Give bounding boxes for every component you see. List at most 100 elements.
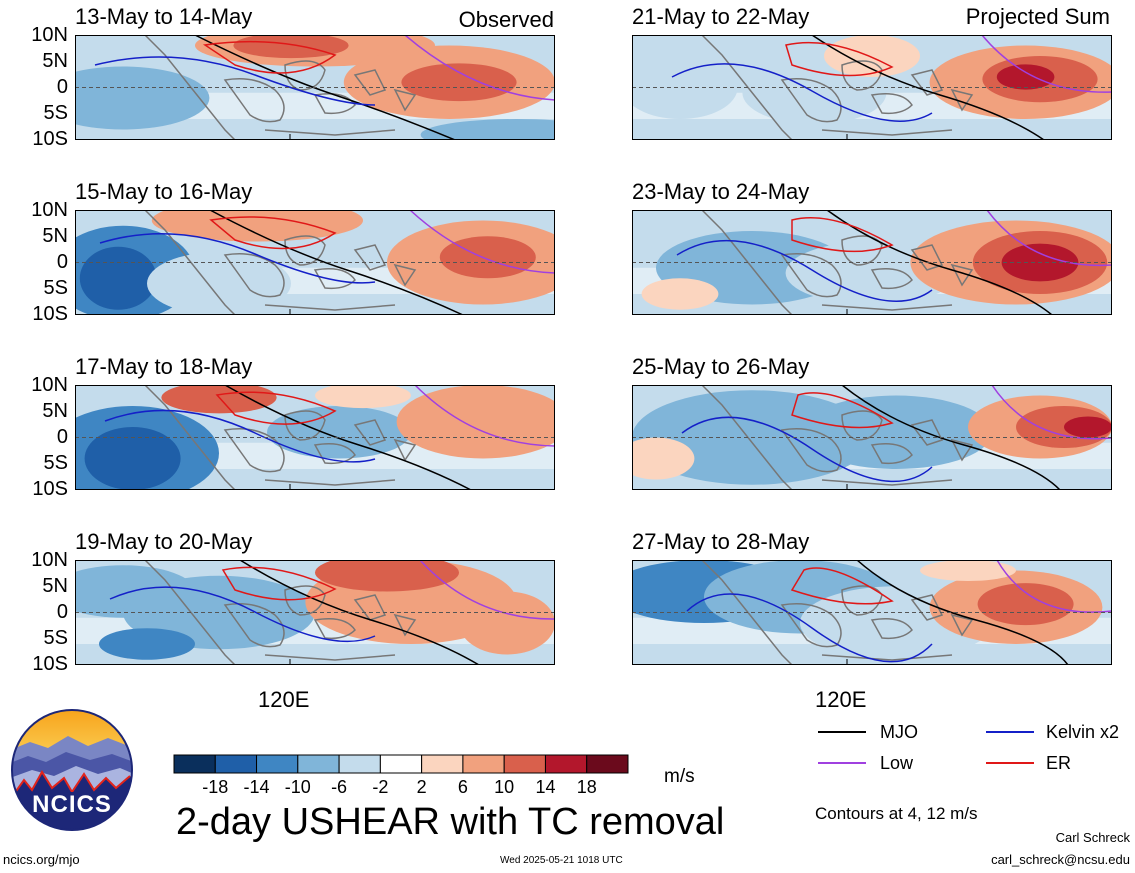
coastline: [821, 479, 953, 486]
x-tick-120e-right: 120E: [815, 687, 867, 712]
contour-line: [409, 209, 556, 274]
heatmap-panel-3: [46, 381, 570, 501]
shear-field-region: [824, 35, 920, 77]
contour-line: [194, 34, 456, 141]
y-tick-label: 5N: [42, 400, 68, 422]
contour-line: [215, 391, 337, 425]
colorbar-swatch: [379, 754, 423, 774]
y-tick-label: 0: [56, 251, 68, 273]
y-tick-label: 5S: [43, 102, 68, 124]
shear-field-region: [396, 385, 570, 459]
contour-line: [856, 559, 1069, 666]
legend: [816, 720, 1135, 785]
coastline: [223, 603, 285, 648]
contour-line: [404, 34, 556, 101]
panel-frame: [632, 35, 1112, 140]
colorbar-tick-label: 2: [416, 777, 427, 797]
coastline: [910, 69, 944, 96]
panel-title-2: 15-May to 16-May: [75, 179, 253, 204]
footer-email[interactable]: carl_schreck@ncsu.edu: [991, 852, 1130, 867]
coastline: [841, 585, 883, 616]
coastline: [870, 93, 913, 115]
contour-line: [811, 34, 1045, 141]
heatmap-svg: [36, 24, 613, 151]
panel-frame: [75, 560, 555, 665]
coastline: [821, 654, 953, 661]
heatmap-panel-7: [617, 384, 1113, 491]
contour-line: [791, 217, 894, 253]
contour-line: [791, 392, 894, 429]
shear-field-region: [233, 32, 349, 59]
coastline: [870, 268, 913, 290]
coastline: [821, 304, 953, 311]
coastline: [353, 419, 387, 446]
shear-field-region: [267, 406, 411, 459]
coastline: [144, 34, 236, 141]
coastline: [701, 384, 793, 491]
shear-field-region: [977, 583, 1074, 626]
contour-line: [676, 239, 933, 302]
ncics-logo: NCICS: [10, 708, 134, 832]
panel-title-8: 27-May to 28-May: [632, 529, 810, 554]
contours-note: Contours at 4, 12 m/s: [815, 804, 978, 823]
heatmap-svg: [46, 381, 570, 501]
shear-field-region: [36, 66, 210, 130]
shear-field-region: [315, 382, 411, 409]
contour-line: [202, 40, 337, 74]
coastline: [393, 88, 417, 112]
colorbar-units: m/s: [664, 766, 695, 787]
coastline: [950, 263, 974, 287]
coastline: [313, 268, 356, 290]
colorbar-tick-label: -2: [372, 777, 389, 797]
legend-label-er: ER: [1046, 753, 1072, 773]
coastline: [353, 594, 387, 621]
y-tick-label: 10N: [31, 24, 68, 46]
logo-text: NCICS: [32, 791, 112, 818]
contour-line: [991, 384, 1113, 440]
heatmap-svg: [608, 559, 1113, 666]
shear-field-region: [439, 236, 536, 279]
coastline: [284, 60, 326, 91]
panel-frame: [75, 210, 555, 315]
contour-line: [686, 593, 933, 663]
contour-line: [671, 63, 933, 122]
shear-field-region: [84, 427, 181, 490]
shear-field-region: [99, 628, 195, 660]
y-tick-label: 5S: [43, 627, 68, 649]
coastline: [910, 594, 944, 621]
contour-line: [99, 232, 376, 284]
colorbar-swatch: [421, 754, 464, 774]
heatmap-svg: [622, 34, 1122, 141]
y-tick-label: 0: [56, 426, 68, 448]
heatmap-panel-2: [51, 199, 579, 321]
colorbar-swatch: [256, 754, 299, 774]
projected-sum-label: Projected Sum: [965, 4, 1110, 29]
coastline: [393, 438, 417, 462]
shear-field-region: [641, 278, 719, 310]
coastline: [821, 129, 953, 136]
contour-line: [986, 209, 1113, 267]
panel-title-6: 23-May to 24-May: [632, 179, 810, 204]
coastline: [144, 384, 236, 491]
contour-line: [790, 567, 894, 605]
coastline: [841, 235, 883, 266]
colorbar-swatch: [503, 754, 546, 774]
contour-line: [681, 416, 933, 483]
coastline: [353, 69, 387, 96]
shear-field-region: [147, 252, 291, 315]
contour-line: [109, 586, 376, 643]
coastline: [870, 443, 913, 465]
coastline: [780, 78, 842, 123]
coastline: [780, 253, 842, 298]
colorbar-swatch: [586, 754, 629, 774]
footer-url[interactable]: ncics.org/mjo: [3, 852, 80, 867]
coastline: [910, 244, 944, 271]
y-tick-label: 10N: [31, 199, 68, 221]
panel-title-3: 17-May to 18-May: [75, 354, 253, 379]
heatmap-panel-4: [51, 553, 556, 666]
panel-title-1: 13-May to 14-May: [75, 4, 253, 29]
coastline: [284, 235, 326, 266]
coastline: [284, 410, 326, 441]
y-tick-label: 10S: [32, 653, 68, 675]
coastline: [701, 34, 793, 141]
